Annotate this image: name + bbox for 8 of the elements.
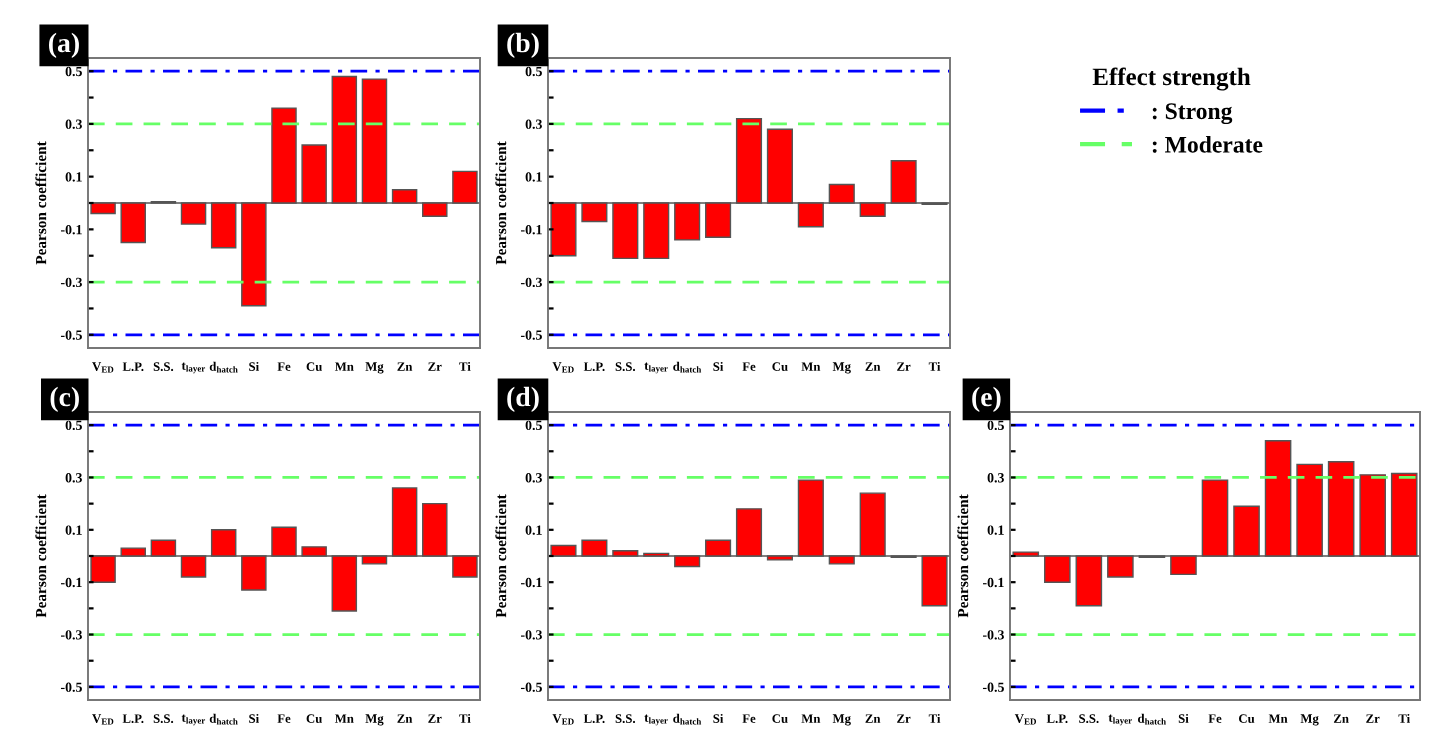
chart-title: (c) [50, 386, 79, 412]
chart-title: (b) [507, 32, 539, 58]
legend-label: : Strong [1152, 103, 1233, 125]
legend-label: : Moderate [1152, 136, 1263, 153]
chart-title: (a) [48, 32, 79, 58]
legend-title: Effect strength [1092, 67, 1251, 91]
chart-title: (d) [507, 386, 539, 412]
chart-title: (e) [972, 386, 1001, 412]
